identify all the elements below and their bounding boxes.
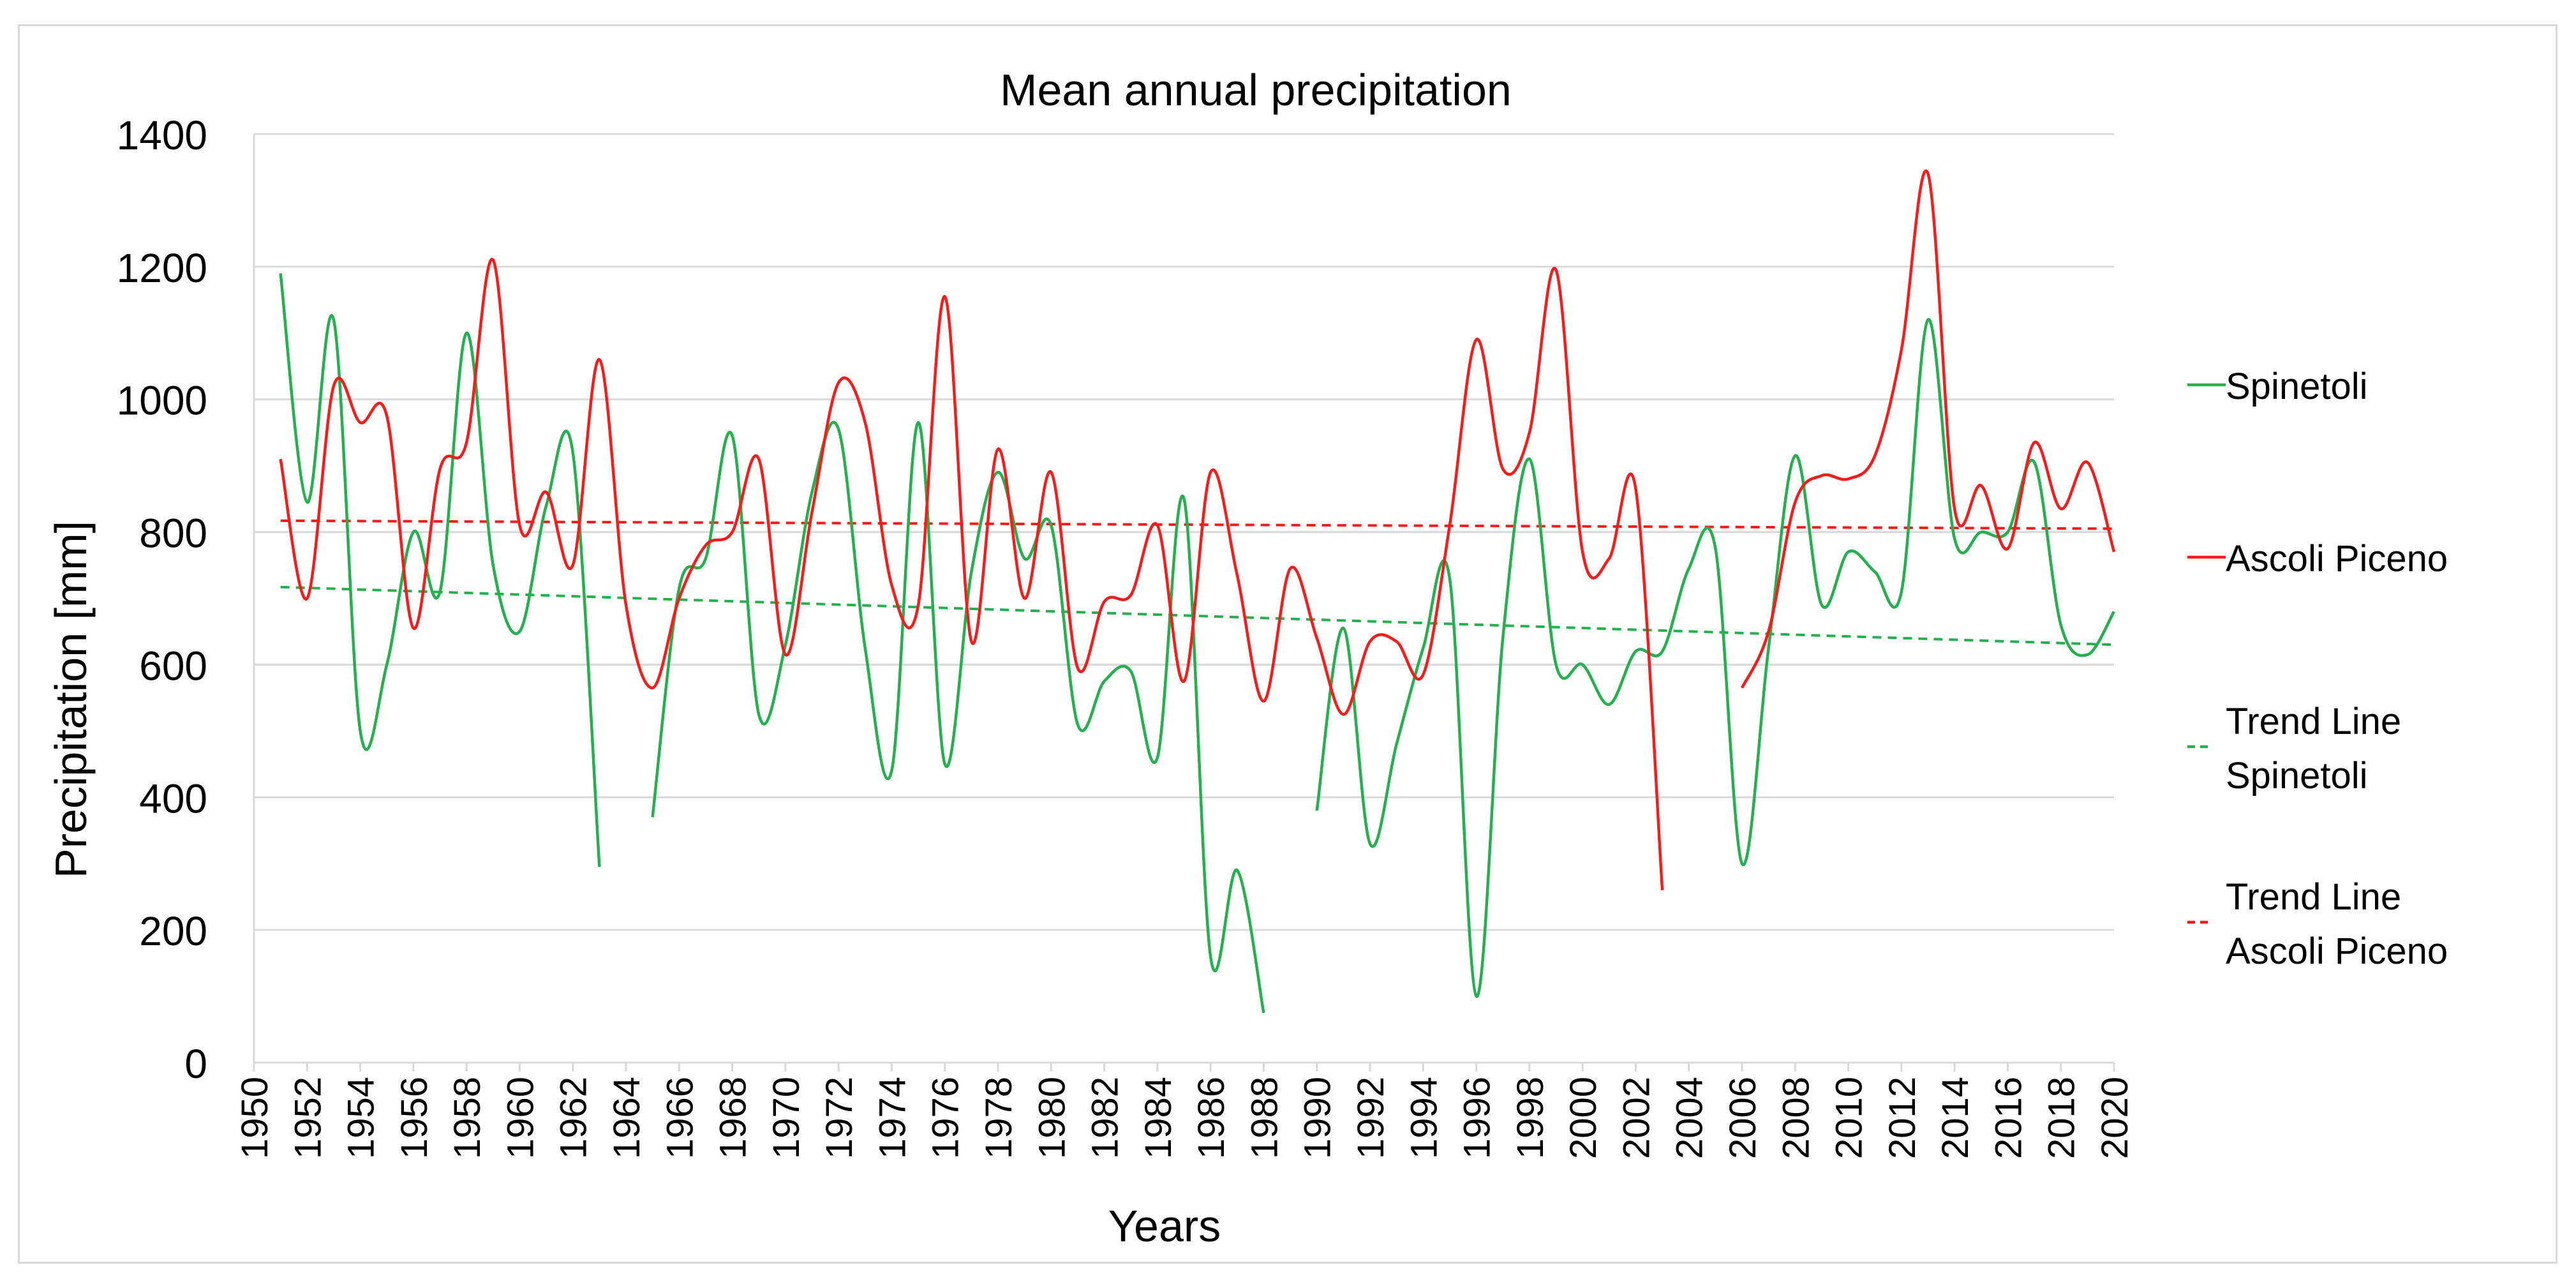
x-tick-label: 1974: [872, 1077, 913, 1159]
series-line-segment: [1315, 318, 2115, 998]
x-tick-label: 2014: [1935, 1077, 1976, 1159]
legend-item: Ascoli Piceno: [2187, 538, 2448, 579]
x-tick-label: 2008: [1775, 1077, 1817, 1159]
y-tick-label: 600: [139, 643, 207, 689]
x-tick-label: 1980: [1031, 1077, 1073, 1159]
x-tick-label: 1988: [1244, 1077, 1285, 1159]
x-tick-label: 1982: [1085, 1077, 1126, 1159]
y-axis-ticks: 0 200 400 600 800 1000 1200 1400: [117, 112, 207, 1087]
x-tick-label: 1998: [1510, 1077, 1551, 1159]
legend-label: Spinetoli: [2226, 755, 2367, 796]
chart-frame: [18, 24, 2557, 1264]
legend-item: Trend Line Ascoli Piceno: [2187, 876, 2448, 972]
x-tick-label: 1956: [394, 1077, 435, 1159]
y-tick-label: 200: [139, 908, 207, 954]
x-tick-label: 1954: [341, 1077, 382, 1159]
legend-label: Trend Line: [2226, 701, 2401, 742]
y-tick-label: 1200: [117, 245, 207, 291]
legend: Spinetoli Ascoli Piceno Trend Line Spinetol…: [2187, 366, 2448, 972]
y-tick-label: 1400: [117, 112, 207, 158]
y-tick-label: 1000: [117, 378, 207, 424]
x-tick-label: 1990: [1297, 1077, 1339, 1159]
legend-label: Ascoli Piceno: [2226, 538, 2448, 579]
axes: [253, 134, 2114, 1064]
x-tick-label: 2018: [2041, 1077, 2083, 1159]
chart-title: Mean annual precipitation: [1000, 65, 1512, 115]
series-line-segment: [279, 273, 601, 867]
x-tick-label: 2010: [1829, 1077, 1870, 1159]
legend-label: Ascoli Piceno: [2226, 931, 2448, 972]
x-tick-label: 1978: [978, 1077, 1020, 1159]
x-tick-label: 1962: [553, 1077, 595, 1159]
series-lines: [279, 169, 2116, 1013]
series-line-segment: [1740, 169, 2116, 689]
x-tick-label: 2000: [1563, 1077, 1604, 1159]
x-tick-label: 1994: [1403, 1077, 1445, 1159]
x-tick-label: 1968: [713, 1077, 754, 1159]
legend-item: Spinetoli: [2187, 366, 2367, 407]
x-tick-label: 1972: [819, 1077, 860, 1159]
x-tick-label: 2012: [1882, 1077, 1923, 1159]
series-spinetoli: [279, 273, 2115, 1013]
x-tick-label: 1952: [287, 1077, 329, 1159]
y-axis-label: Precipitation [mm]: [46, 521, 96, 878]
x-tick-label: 2002: [1616, 1077, 1657, 1159]
x-tick-label: 2016: [1988, 1077, 2029, 1159]
legend-label: Trend Line: [2226, 876, 2401, 918]
x-axis-label: Years: [1108, 1201, 1221, 1251]
legend-item: Trend Line Spinetoli: [2187, 701, 2401, 796]
series-line-segment: [651, 421, 1265, 1013]
x-axis-ticks: 1950 1952 1954 1956 1958 1960 1962 1964 1966 1968…: [234, 1063, 2136, 1159]
x-tick-label: 1966: [659, 1077, 701, 1159]
grid-lines: [254, 133, 2114, 931]
x-tick-label: 1950: [234, 1077, 276, 1159]
x-tick-label: 1958: [447, 1077, 488, 1159]
series-line-segment: [279, 258, 1664, 890]
y-tick-label: 0: [184, 1041, 207, 1087]
x-tick-label: 1996: [1457, 1077, 1498, 1159]
x-tick-label: 2020: [2094, 1077, 2136, 1159]
x-tick-label: 1960: [500, 1077, 541, 1159]
y-tick-label: 800: [139, 511, 207, 557]
x-tick-label: 2004: [1669, 1077, 1711, 1159]
legend-label: Spinetoli: [2226, 366, 2367, 407]
x-tick-label: 1992: [1350, 1077, 1392, 1159]
series-ascoli-piceno: [279, 169, 2116, 890]
x-tick-label: 1976: [925, 1077, 967, 1159]
x-tick-label: 1986: [1191, 1077, 1232, 1159]
x-tick-label: 1964: [606, 1077, 648, 1159]
x-tick-label: 1984: [1138, 1077, 1179, 1159]
y-tick-label: 400: [139, 775, 207, 821]
x-tick-label: 1970: [766, 1077, 807, 1159]
x-tick-label: 2006: [1722, 1077, 1764, 1159]
